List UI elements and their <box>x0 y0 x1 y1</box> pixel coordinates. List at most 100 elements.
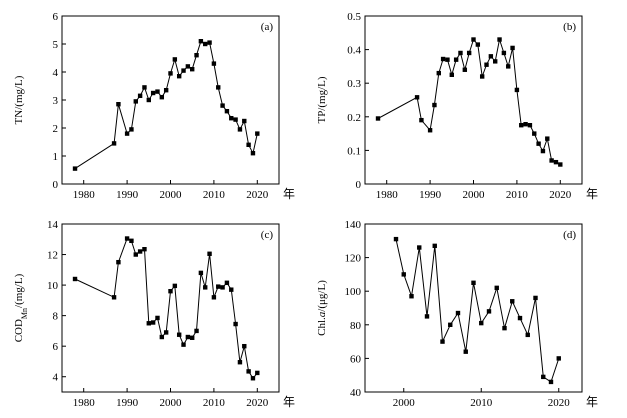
data-point <box>150 90 156 96</box>
x-tick-label: 2000 <box>463 189 486 201</box>
y-tick-label: 1 <box>53 151 59 163</box>
data-point <box>549 158 554 163</box>
data-point <box>181 342 186 347</box>
x-tick-label: 1990 <box>116 397 139 409</box>
data-point <box>237 360 243 365</box>
data-point <box>176 74 182 79</box>
data-point <box>488 54 494 59</box>
data-point <box>510 299 515 304</box>
x-tick-label: 2000 <box>160 397 183 409</box>
y-tick-label: 8 <box>53 311 59 323</box>
y-tick-label: 6 <box>53 341 59 353</box>
series-line <box>377 37 561 165</box>
data-point <box>523 121 528 127</box>
data-point <box>124 131 130 136</box>
data-point <box>419 117 424 123</box>
data-point <box>255 370 260 376</box>
y-tick-label: 3 <box>53 95 59 107</box>
data-point <box>533 295 538 301</box>
series-line <box>74 237 258 380</box>
data-point <box>466 50 472 56</box>
x-tick-label: 1980 <box>73 397 96 409</box>
data-point <box>250 376 256 381</box>
data-point <box>401 272 406 277</box>
data-point <box>111 295 117 300</box>
data-point <box>484 62 489 67</box>
y-tick-label: 0.3 <box>347 78 361 90</box>
data-point <box>129 238 134 243</box>
data-point <box>501 50 507 56</box>
data-point <box>207 40 212 45</box>
data-point <box>146 321 151 326</box>
data-point <box>445 57 450 62</box>
data-point <box>220 285 225 290</box>
y-tick-label: 80 <box>350 320 362 332</box>
data-point <box>224 280 230 285</box>
x-tick-label: 2000 <box>393 397 416 409</box>
x-tick-label: 2010 <box>203 189 226 201</box>
data-point <box>475 42 481 47</box>
data-point <box>142 247 147 252</box>
x-tick-label: 2020 <box>549 189 572 201</box>
data-point <box>432 243 437 249</box>
y-tick-label: 140 <box>345 219 362 231</box>
data-point <box>216 85 221 90</box>
y-tick-label: 4 <box>53 67 59 79</box>
data-point <box>471 280 476 285</box>
data-point <box>246 142 251 147</box>
data-point <box>458 50 463 56</box>
data-point <box>453 57 459 62</box>
data-point <box>493 59 498 64</box>
data-point <box>168 289 173 294</box>
data-point <box>72 276 78 282</box>
data-point <box>124 236 130 241</box>
plot-frame <box>364 223 583 393</box>
x-tick-label: 2020 <box>246 189 269 201</box>
data-point <box>185 334 191 340</box>
y-tick-label: 0.1 <box>347 145 361 157</box>
y-tick-label: 0 <box>356 179 362 191</box>
chart-panel-2: 1980 1990 2000 2010 2020 年 0 0.1 0.2 0.3 0.4 0.5 TP/… <box>316 11 598 201</box>
data-point <box>440 339 445 344</box>
data-point <box>159 95 165 100</box>
data-point <box>237 127 243 132</box>
data-point <box>514 87 520 93</box>
data-point <box>519 123 524 128</box>
data-point <box>72 166 78 171</box>
data-point <box>211 295 217 300</box>
y-tick-label: 100 <box>345 286 362 298</box>
x-tick-label: 1990 <box>419 189 442 201</box>
data-point <box>242 118 247 124</box>
data-point <box>463 349 468 354</box>
data-point <box>556 356 561 361</box>
x-axis-unit: 年 <box>586 187 598 201</box>
data-point <box>417 245 422 250</box>
y-axis-label: Chl.a/(μg/L) <box>316 280 328 336</box>
data-point <box>155 89 160 94</box>
data-point <box>553 159 559 165</box>
y-tick-label: 5 <box>53 39 59 51</box>
data-point <box>233 117 238 122</box>
data-point <box>150 320 156 325</box>
data-point <box>137 249 143 254</box>
data-point <box>211 61 217 66</box>
y-tick-label: 60 <box>350 353 362 365</box>
series-line <box>395 238 560 383</box>
data-point <box>540 148 546 154</box>
data-point <box>220 103 225 108</box>
data-point <box>494 285 499 291</box>
data-point <box>250 151 256 156</box>
data-point <box>159 334 165 340</box>
x-tick-label: 2000 <box>160 189 183 201</box>
data-point <box>146 97 151 103</box>
data-point <box>224 109 230 114</box>
data-point <box>486 309 492 314</box>
y-tick-label: 4 <box>53 372 59 384</box>
data-point <box>432 102 437 108</box>
data-point <box>129 127 134 132</box>
y-tick-label: 12 <box>47 250 58 262</box>
data-point <box>449 72 454 77</box>
y-tick-label: 10 <box>47 280 59 292</box>
y-tick-label: 120 <box>345 253 362 265</box>
plot-frame <box>61 15 280 185</box>
